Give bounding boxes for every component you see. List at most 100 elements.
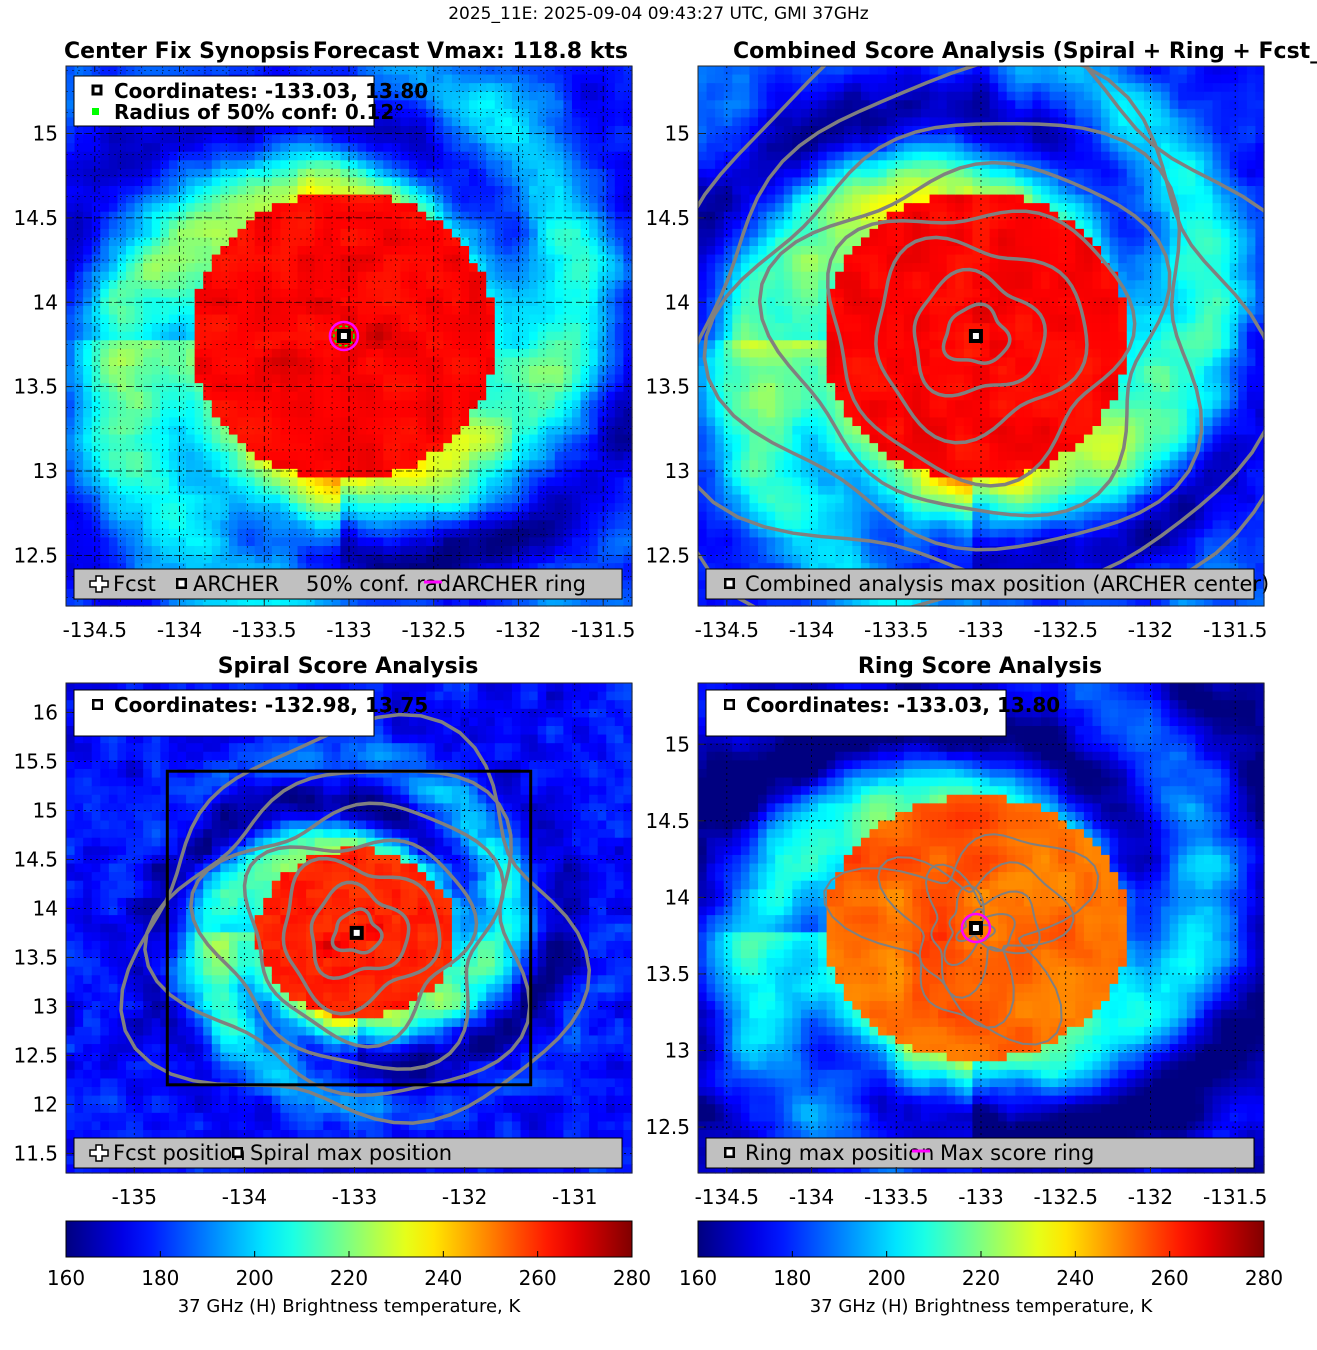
heat-cell <box>134 340 144 350</box>
heat-cell <box>220 468 230 479</box>
heat-cell <box>597 100 607 110</box>
heat-cell <box>117 511 127 521</box>
heat-cell <box>417 331 427 341</box>
heat-cell <box>783 314 793 324</box>
heat-cell <box>529 91 539 101</box>
heat-cell <box>426 331 436 341</box>
heat-cell <box>220 511 230 521</box>
heat-cell <box>589 366 599 376</box>
heat-cell <box>306 220 316 230</box>
heat-cell <box>740 348 751 359</box>
heat-cell <box>537 597 547 607</box>
heat-cell <box>168 417 179 427</box>
heat-cell <box>723 451 733 461</box>
heat-cell <box>151 143 161 153</box>
heat-cell <box>706 511 716 521</box>
heat-cell <box>443 520 453 530</box>
heat-cell <box>749 468 759 479</box>
heat-cell <box>134 520 144 530</box>
heat-cell <box>263 443 273 453</box>
heat-cell <box>623 563 633 573</box>
heat-cell <box>280 160 290 170</box>
heat-cell <box>108 597 119 607</box>
heat-cell <box>220 297 230 307</box>
heat-cell <box>331 246 342 256</box>
heat-cell <box>374 134 384 144</box>
heat-cell <box>426 494 436 504</box>
heat-cell <box>66 571 76 581</box>
heat-cell <box>529 143 539 153</box>
heat-cell <box>383 280 393 290</box>
heat-cell <box>503 314 513 324</box>
heat-cell <box>614 306 625 316</box>
heat-cell <box>758 451 768 461</box>
heat-cell <box>606 66 616 76</box>
heat-cell <box>460 280 470 290</box>
heat-cell <box>391 563 402 573</box>
heat-cell <box>237 597 247 607</box>
heat-cell <box>194 520 204 530</box>
heat-cell <box>563 143 573 153</box>
heat-cell <box>203 220 213 230</box>
heat-cell <box>237 460 247 470</box>
heat-cell <box>186 134 196 144</box>
heat-cell <box>554 108 564 119</box>
heat-cell <box>740 168 751 179</box>
heat-cell <box>503 143 513 153</box>
heat-cell <box>520 494 530 504</box>
heat-cell <box>469 203 479 213</box>
heat-cell <box>554 151 564 161</box>
heat-cell <box>740 186 751 196</box>
heat-cell <box>715 263 725 273</box>
heat-cell <box>383 537 393 547</box>
heat-cell <box>314 134 324 144</box>
heat-cell <box>732 391 742 401</box>
heat-cell <box>366 366 376 376</box>
heat-cell <box>314 400 324 410</box>
heat-cell <box>143 426 153 436</box>
heat-cell <box>194 66 204 76</box>
heat-cell <box>220 426 230 436</box>
heat-cell <box>357 211 367 221</box>
heat-cell <box>74 563 84 573</box>
heat-cell <box>614 503 625 513</box>
heat-cell <box>331 486 342 496</box>
heat-cell <box>614 374 625 384</box>
heat-cell <box>792 108 802 119</box>
heat-cell <box>715 528 725 539</box>
heat-cell <box>451 186 462 196</box>
heat-cell <box>254 151 264 161</box>
heat-cell <box>340 211 350 221</box>
heat-cell <box>194 451 204 461</box>
heat-cell <box>580 340 590 350</box>
heat-cell <box>597 186 607 196</box>
heat-cell <box>783 400 793 410</box>
heat-cell <box>117 263 127 273</box>
heat-cell <box>323 434 333 444</box>
heat-cell <box>623 134 633 144</box>
heat-cell <box>143 168 153 179</box>
heat-cell <box>186 151 196 161</box>
heat-cell <box>100 323 110 333</box>
heat-cell <box>614 177 625 187</box>
heat-cell <box>246 151 256 161</box>
heat-cell <box>177 297 187 307</box>
heat-cell <box>194 434 204 444</box>
heat-cell <box>357 177 367 187</box>
heat-cell <box>451 306 462 316</box>
heat-cell <box>732 91 742 101</box>
heat-cell <box>443 468 453 479</box>
heat-cell <box>323 460 333 470</box>
heat-cell <box>143 228 153 239</box>
heat-cell <box>383 211 393 221</box>
heat-cell <box>409 143 419 153</box>
x-tick-label: -132 <box>496 618 541 642</box>
heat-cell <box>775 126 785 136</box>
heat-cell <box>349 314 359 324</box>
heat-cell <box>177 374 187 384</box>
heat-cell <box>597 83 607 93</box>
heat-cell <box>340 186 350 196</box>
heat-cell <box>211 203 221 213</box>
heat-cell <box>220 528 230 539</box>
heat-cell <box>108 280 119 290</box>
